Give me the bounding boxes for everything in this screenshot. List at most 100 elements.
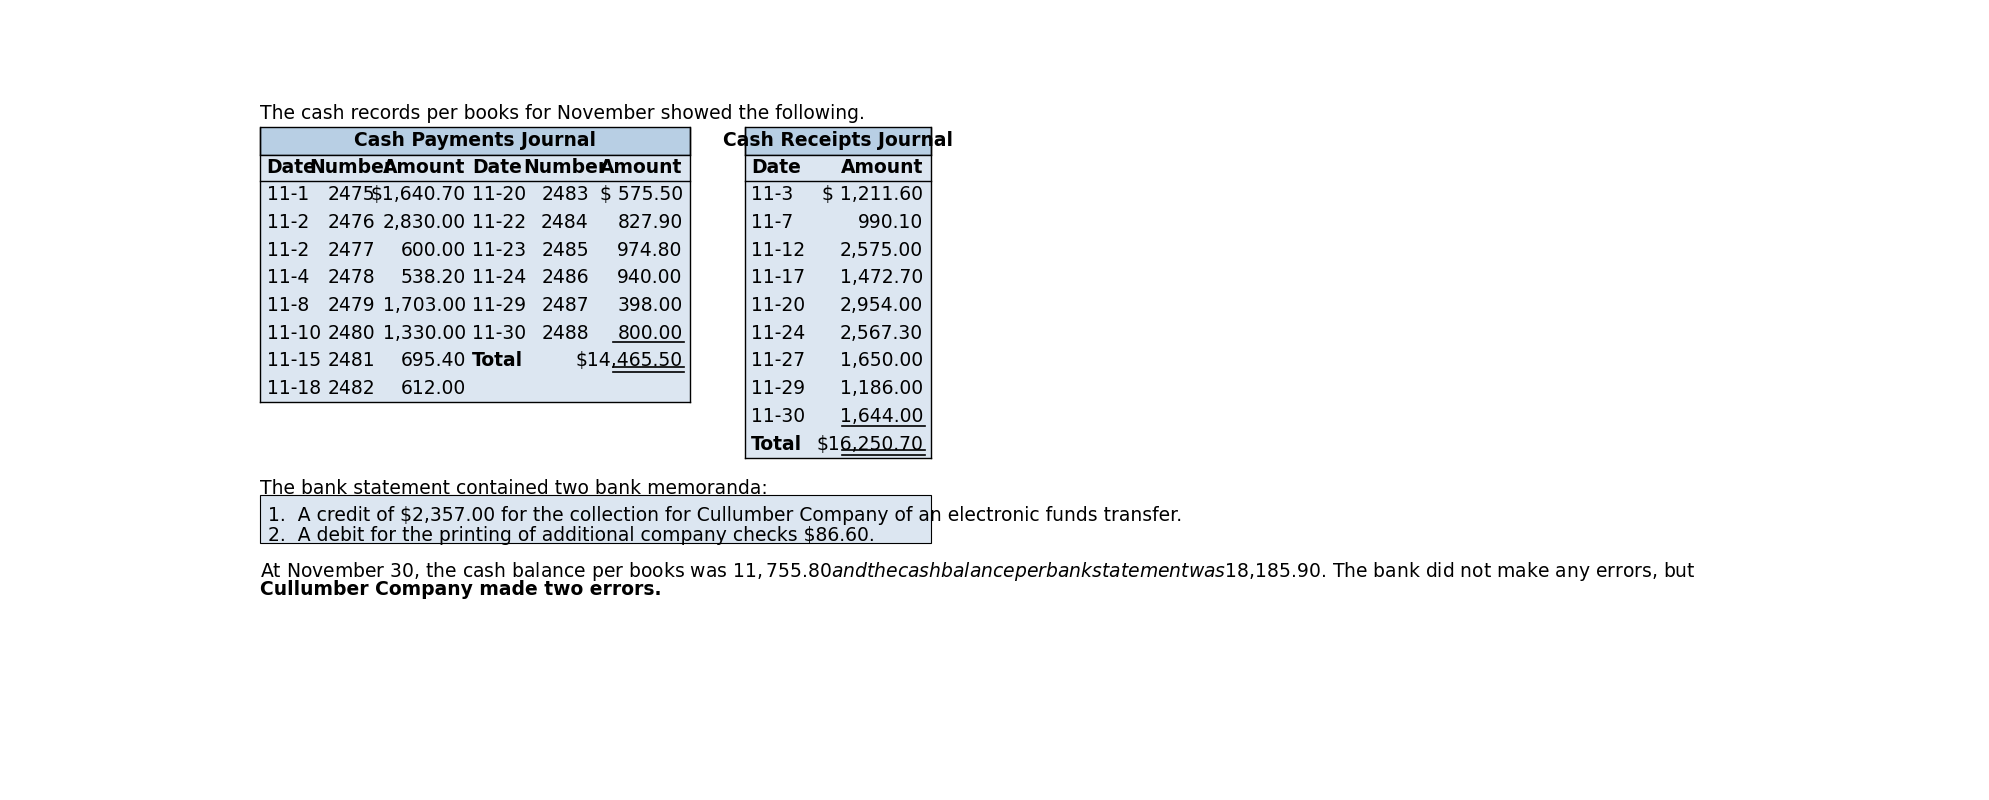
Text: 612.00: 612.00 [400, 379, 465, 398]
Text: 2476: 2476 [328, 213, 376, 232]
Text: 1.  A credit of $2,357.00 for the collection for Cullumber Company of an electro: 1. A credit of $2,357.00 for the collect… [269, 506, 1181, 525]
Text: 2486: 2486 [541, 268, 589, 287]
Text: $1,640.70: $1,640.70 [370, 185, 465, 204]
Text: Total: Total [471, 351, 523, 370]
Text: 11-17: 11-17 [750, 268, 806, 287]
Text: 2488: 2488 [541, 324, 589, 342]
Text: 2479: 2479 [328, 296, 376, 315]
Bar [261, 264, 690, 291]
Text: 1,186.00: 1,186.00 [839, 379, 923, 398]
Text: 11-30: 11-30 [750, 407, 806, 426]
Text: Date: Date [750, 158, 800, 177]
Bar [744, 154, 931, 181]
Text: 11-24: 11-24 [750, 324, 806, 342]
Text: 2478: 2478 [328, 268, 376, 287]
Text: 11-23: 11-23 [471, 241, 525, 259]
Text: 2,575.00: 2,575.00 [839, 241, 923, 259]
Text: Number: Number [310, 158, 394, 177]
Bar [744, 319, 931, 347]
Text: 695.40: 695.40 [400, 351, 465, 370]
Text: 11-3: 11-3 [750, 185, 794, 204]
Text: 2477: 2477 [328, 241, 376, 259]
Text: 11-15: 11-15 [267, 351, 320, 370]
Text: 11-12: 11-12 [750, 241, 806, 259]
Text: 2484: 2484 [541, 213, 589, 232]
Bar [744, 236, 931, 264]
Bar [261, 236, 690, 264]
Text: 11-29: 11-29 [471, 296, 525, 315]
Text: 600.00: 600.00 [400, 241, 465, 259]
Text: $14,465.50: $14,465.50 [575, 351, 682, 370]
Text: 2475: 2475 [328, 185, 376, 204]
Text: 2481: 2481 [328, 351, 376, 370]
Text: 11-20: 11-20 [471, 185, 525, 204]
Text: 2480: 2480 [328, 324, 376, 342]
Text: 11-30: 11-30 [471, 324, 525, 342]
Bar [744, 347, 931, 374]
Text: 11-18: 11-18 [267, 379, 320, 398]
Text: 11-10: 11-10 [267, 324, 320, 342]
Bar [744, 402, 931, 430]
Text: 2485: 2485 [541, 241, 589, 259]
Bar [261, 126, 690, 154]
Bar [261, 374, 690, 402]
Text: The bank statement contained two bank memoranda:: The bank statement contained two bank me… [261, 479, 768, 498]
Text: $16,250.70: $16,250.70 [815, 434, 923, 454]
Text: 11-7: 11-7 [750, 213, 794, 232]
Text: 538.20: 538.20 [400, 268, 465, 287]
Bar [744, 181, 931, 209]
Text: 2482: 2482 [328, 379, 376, 398]
Text: 11-1: 11-1 [267, 185, 308, 204]
Text: 11-8: 11-8 [267, 296, 308, 315]
Bar [261, 209, 690, 236]
Text: Date: Date [471, 158, 521, 177]
Text: 1,650.00: 1,650.00 [839, 351, 923, 370]
Text: 2483: 2483 [541, 185, 589, 204]
Text: 1,330.00: 1,330.00 [382, 324, 465, 342]
Text: Total: Total [750, 434, 802, 454]
Text: 990.10: 990.10 [857, 213, 923, 232]
Text: Amount: Amount [601, 158, 682, 177]
Text: $ 1,211.60: $ 1,211.60 [821, 185, 923, 204]
Text: 2487: 2487 [541, 296, 589, 315]
Text: 1,703.00: 1,703.00 [382, 296, 465, 315]
Text: 11-2: 11-2 [267, 213, 308, 232]
Bar [261, 319, 690, 347]
Bar [744, 374, 931, 402]
Text: Cash Receipts Journal: Cash Receipts Journal [722, 131, 953, 150]
Text: The cash records per books for November showed the following.: The cash records per books for November … [261, 104, 865, 122]
Text: 398.00: 398.00 [617, 296, 682, 315]
Bar [744, 126, 931, 154]
Text: $ 575.50: $ 575.50 [599, 185, 682, 204]
Bar [261, 495, 931, 542]
Text: 1,472.70: 1,472.70 [839, 268, 923, 287]
Bar [261, 291, 690, 319]
Text: 1,644.00: 1,644.00 [839, 407, 923, 426]
Text: 940.00: 940.00 [617, 268, 682, 287]
Text: 800.00: 800.00 [617, 324, 682, 342]
Text: 11-4: 11-4 [267, 268, 308, 287]
Text: Amount: Amount [384, 158, 465, 177]
Bar [261, 181, 690, 209]
Bar [744, 430, 931, 458]
Text: 11-20: 11-20 [750, 296, 806, 315]
Text: 2,567.30: 2,567.30 [839, 324, 923, 342]
Bar [261, 154, 690, 181]
Text: 11-2: 11-2 [267, 241, 308, 259]
Text: Amount: Amount [839, 158, 923, 177]
Text: Date: Date [267, 158, 316, 177]
Bar [261, 347, 690, 374]
Text: At November 30, the cash balance per books was $11,755.80 and the cash balance p: At November 30, the cash balance per boo… [261, 559, 1695, 582]
Text: 11-27: 11-27 [750, 351, 806, 370]
Text: 2,830.00: 2,830.00 [382, 213, 465, 232]
Text: 2,954.00: 2,954.00 [839, 296, 923, 315]
Text: Number: Number [523, 158, 607, 177]
Text: 11-24: 11-24 [471, 268, 525, 287]
Text: Cash Payments Journal: Cash Payments Journal [354, 131, 597, 150]
Text: Cullumber Company made two errors.: Cullumber Company made two errors. [261, 579, 662, 598]
Text: 2.  A debit for the printing of additional company checks $86.60.: 2. A debit for the printing of additiona… [269, 526, 875, 545]
Bar [744, 291, 931, 319]
Text: 11-22: 11-22 [471, 213, 525, 232]
Text: 11-29: 11-29 [750, 379, 806, 398]
Text: 827.90: 827.90 [617, 213, 682, 232]
